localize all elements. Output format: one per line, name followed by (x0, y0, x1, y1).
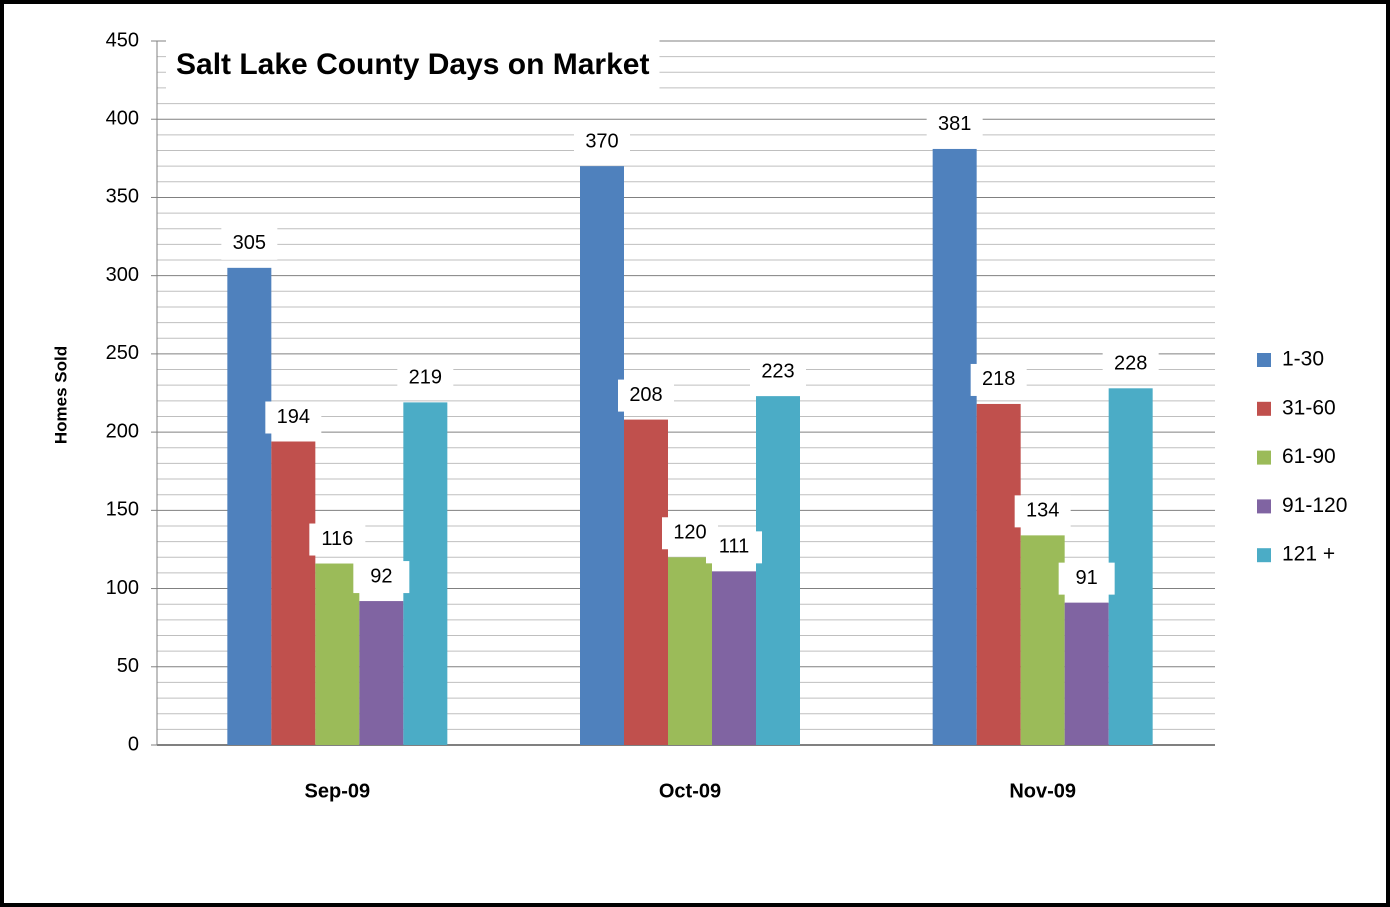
data-label: 91 (1076, 567, 1098, 589)
legend-label: 1-30 (1282, 348, 1324, 371)
data-label-box (970, 363, 1027, 396)
data-label: 120 (673, 522, 706, 544)
y-tick-label: 200 (106, 420, 139, 442)
bar (976, 403, 1021, 745)
data-label-box (221, 227, 278, 260)
y-tick-label: 300 (106, 264, 139, 286)
data-label-box (353, 561, 410, 594)
data-label-box (265, 401, 322, 434)
bar (271, 441, 316, 745)
legend-label: 121 + (1282, 543, 1335, 566)
data-label-box (926, 108, 983, 141)
bar (756, 396, 800, 745)
y-tick-label: 250 (106, 342, 139, 364)
data-label: 111 (719, 536, 749, 558)
x-tick-label: Oct-09 (659, 780, 721, 802)
bar (359, 601, 404, 745)
legend-swatch (1257, 401, 1271, 416)
x-tick-label: Sep-09 (305, 780, 371, 802)
legend-swatch (1257, 450, 1271, 465)
bar (403, 402, 448, 745)
data-label-box (706, 531, 762, 564)
data-label-box (309, 523, 366, 556)
y-tick-label: 0 (128, 733, 139, 755)
data-label: 381 (938, 113, 971, 135)
y-tick-label: 350 (106, 186, 139, 208)
chart-title: Salt Lake County Days on Market (176, 48, 649, 81)
data-label: 228 (1114, 353, 1147, 375)
data-label: 223 (761, 360, 794, 382)
bar (712, 571, 756, 745)
data-label: 208 (629, 384, 662, 406)
data-label-box (574, 126, 630, 159)
data-label-box (1014, 495, 1071, 528)
data-label: 194 (277, 406, 310, 428)
data-label: 92 (370, 565, 392, 587)
data-label: 219 (409, 367, 442, 389)
data-label: 218 (982, 368, 1015, 390)
bar (1020, 535, 1065, 745)
legend-swatch (1257, 548, 1271, 563)
bar (315, 563, 360, 745)
data-label-box (1058, 562, 1115, 595)
data-label-box (618, 379, 674, 412)
bar (624, 419, 668, 745)
data-label: 370 (585, 130, 618, 152)
bar (580, 166, 624, 746)
legend-label: 61-90 (1282, 445, 1336, 468)
legend-label: 91-120 (1282, 494, 1347, 517)
y-axis-label: Homes Sold (51, 346, 70, 444)
legend-swatch (1257, 499, 1271, 514)
legend-swatch (1257, 353, 1271, 367)
data-label: 134 (1026, 500, 1059, 522)
y-tick-label: 400 (106, 108, 139, 130)
data-label-box (750, 356, 806, 389)
data-label-box (1102, 348, 1159, 381)
x-tick-label: Nov-09 (1009, 780, 1076, 802)
y-tick-label: 50 (117, 655, 139, 677)
bar (227, 267, 272, 745)
y-tick-label: 150 (106, 499, 139, 521)
data-label-box (397, 362, 454, 395)
legend-label: 31-60 (1282, 396, 1336, 419)
y-tick-label: 450 (106, 29, 139, 51)
title-box (166, 39, 660, 89)
data-label: 116 (321, 528, 353, 550)
y-tick-label: 100 (106, 577, 139, 599)
bar (668, 557, 712, 745)
bar (1108, 388, 1153, 745)
bar (932, 148, 977, 746)
data-label: 305 (233, 232, 266, 254)
bar (1064, 602, 1109, 745)
